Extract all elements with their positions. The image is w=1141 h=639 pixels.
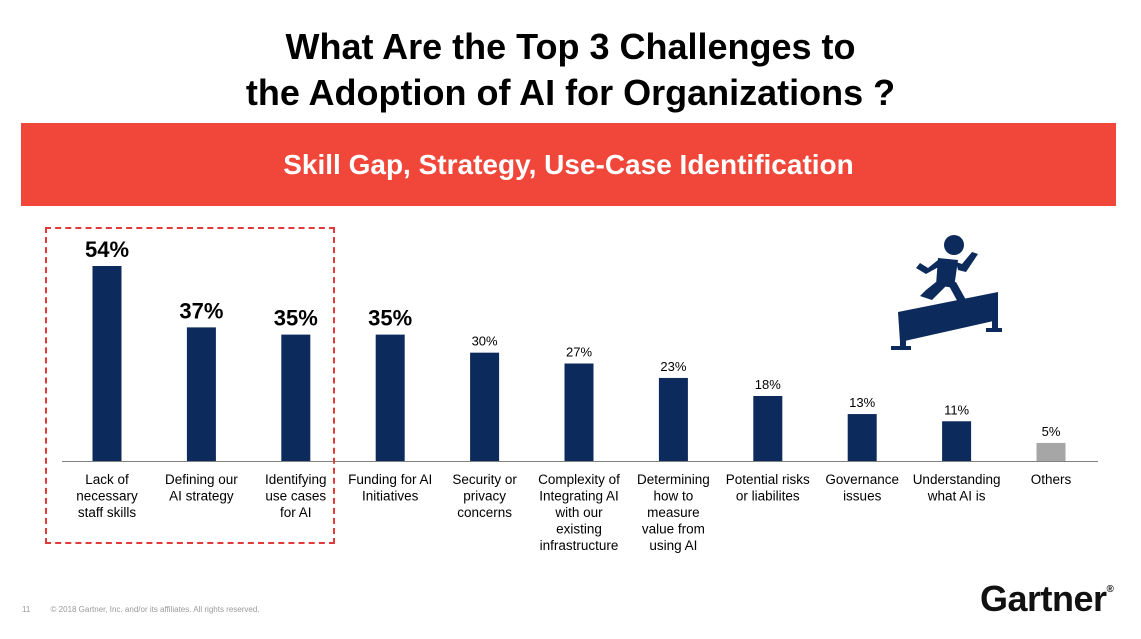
data-label-1: 37% bbox=[179, 298, 223, 323]
bar-2 bbox=[281, 334, 311, 461]
data-label-9: 11% bbox=[944, 402, 969, 417]
copyright-text: © 2018 Gartner, Inc. and/or its affiliat… bbox=[50, 605, 260, 614]
data-label-2: 35% bbox=[274, 306, 318, 331]
category-label-2: Identifying use cases for AI bbox=[265, 472, 327, 520]
data-label-3: 35% bbox=[368, 306, 412, 331]
page-title: What Are the Top 3 Challenges to the Ado… bbox=[0, 24, 1141, 116]
bar-4 bbox=[470, 352, 500, 461]
bar-7 bbox=[753, 396, 783, 461]
summary-banner: Skill Gap, Strategy, Use-Case Identifica… bbox=[21, 123, 1116, 206]
hurdle-jumper-icon bbox=[891, 235, 1002, 350]
category-label-0: Lack of necessary staff skills bbox=[76, 472, 138, 520]
category-label-6: Determining how to measure value from using … bbox=[637, 472, 710, 553]
category-label-10: Others bbox=[1031, 472, 1072, 487]
bar-9 bbox=[942, 421, 972, 461]
data-label-8: 13% bbox=[849, 395, 875, 410]
bar-3 bbox=[375, 334, 405, 461]
data-label-0: 54% bbox=[85, 237, 129, 262]
data-label-4: 30% bbox=[472, 334, 498, 349]
data-label-10: 5% bbox=[1042, 424, 1061, 439]
bar-0 bbox=[92, 266, 122, 461]
category-label-5: Complexity of Integrating AI with our exist… bbox=[538, 472, 620, 553]
bar-1 bbox=[186, 327, 216, 461]
hurdle-icon-shapes bbox=[891, 235, 1002, 350]
bar-5 bbox=[564, 363, 594, 461]
logo-registered-mark: ® bbox=[1106, 584, 1114, 595]
data-label-5: 27% bbox=[566, 345, 592, 360]
data-label-6: 23% bbox=[660, 359, 686, 374]
title-line-1: What Are the Top 3 Challenges to bbox=[285, 26, 856, 67]
page-number: 11 bbox=[22, 605, 31, 614]
title-line-2: the Adoption of AI for Organizations ? bbox=[245, 72, 896, 113]
bar-10 bbox=[1036, 442, 1066, 461]
logo-text: Gartner bbox=[980, 578, 1107, 619]
gartner-logo: Gartner® bbox=[980, 578, 1114, 620]
bar-8 bbox=[847, 414, 877, 461]
category-label-9: Understanding what AI is bbox=[913, 472, 1001, 504]
category-label-3: Funding for AI Initiatives bbox=[348, 472, 432, 504]
top-three-highlight-box bbox=[45, 227, 335, 544]
footer: 11 © 2018 Gartner, Inc. and/or its affil… bbox=[22, 605, 278, 614]
data-label-7: 18% bbox=[755, 377, 781, 392]
bar-6 bbox=[658, 377, 688, 461]
category-label-7: Potential risks or liabilites bbox=[726, 472, 810, 504]
category-label-1: Defining our AI strategy bbox=[165, 472, 238, 504]
category-label-4: Security or privacy concerns bbox=[452, 472, 517, 520]
category-label-8: Governance issues bbox=[825, 472, 899, 504]
